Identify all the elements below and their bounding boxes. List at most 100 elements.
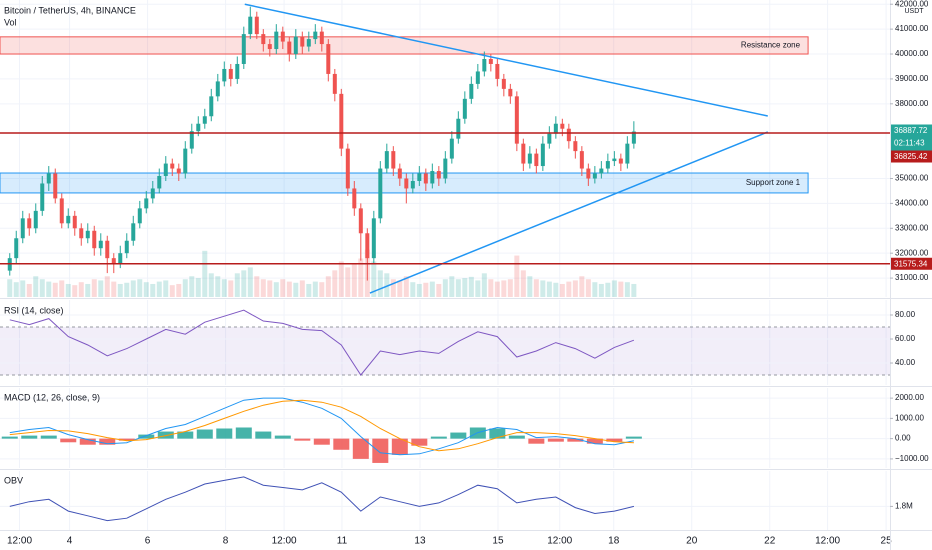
volume-bar bbox=[429, 281, 435, 297]
volume-bar bbox=[338, 261, 344, 297]
currency-label: USDT bbox=[904, 8, 924, 15]
volume-bar bbox=[20, 280, 26, 297]
candle-body bbox=[157, 176, 162, 189]
volume-bar bbox=[195, 278, 201, 297]
histogram-bar bbox=[196, 429, 213, 439]
volume-bar bbox=[267, 280, 273, 297]
candle-body bbox=[287, 41, 292, 55]
candle-body bbox=[352, 188, 357, 209]
volume-bar bbox=[598, 283, 604, 297]
histogram-bar bbox=[352, 438, 369, 459]
candle-body bbox=[508, 88, 513, 97]
x-tick-label: 12:00 bbox=[7, 536, 32, 547]
y-tick-label: 2000.00 bbox=[895, 393, 924, 402]
macd-line bbox=[9, 397, 635, 456]
volume-bar bbox=[33, 276, 39, 297]
candle-body bbox=[46, 173, 51, 184]
volume-bar bbox=[137, 279, 143, 297]
candle-body bbox=[280, 31, 285, 42]
histogram-bar bbox=[60, 438, 77, 443]
histogram-bar bbox=[430, 436, 447, 439]
volume-bar bbox=[221, 279, 227, 297]
candle-body bbox=[92, 230, 97, 249]
volume-bar bbox=[176, 283, 182, 297]
candle-body bbox=[443, 158, 448, 179]
histogram-bar bbox=[216, 428, 233, 439]
histogram-bar bbox=[333, 438, 350, 450]
candle-body bbox=[397, 168, 402, 179]
volume-bar bbox=[390, 279, 396, 297]
y-tick-label: 1000.00 bbox=[895, 413, 924, 422]
candle-body bbox=[215, 81, 220, 97]
volume-bar bbox=[208, 273, 214, 297]
volume-bar bbox=[91, 279, 97, 297]
volume-bar bbox=[384, 273, 390, 297]
volume-bar bbox=[234, 273, 240, 297]
candle-body bbox=[53, 173, 58, 199]
x-tick-label: 12:00 bbox=[547, 536, 572, 547]
volume-bar bbox=[449, 276, 455, 297]
volume-bar bbox=[351, 264, 357, 297]
x-tick-label: 4 bbox=[67, 536, 73, 547]
histogram-bar bbox=[21, 435, 38, 439]
candle-body bbox=[66, 215, 71, 224]
histogram-bar bbox=[294, 438, 311, 441]
volume-bar bbox=[247, 267, 253, 297]
signal-line bbox=[9, 399, 634, 452]
candle-body bbox=[332, 73, 337, 94]
x-tick-label: 12:00 bbox=[272, 536, 297, 547]
volume-bar bbox=[553, 282, 559, 297]
volume-bar bbox=[579, 276, 585, 297]
volume-bar bbox=[241, 270, 247, 297]
histogram-bar bbox=[567, 438, 584, 442]
y-tick-label: 32000.00 bbox=[895, 248, 929, 257]
candle-body bbox=[183, 148, 188, 174]
candle-body bbox=[469, 83, 474, 99]
x-tick-label: 22 bbox=[764, 536, 776, 547]
candle-body bbox=[14, 238, 19, 259]
histogram-bar bbox=[1, 436, 18, 439]
candle-body bbox=[33, 210, 38, 229]
volume-bar bbox=[533, 279, 539, 297]
histogram-bar bbox=[411, 438, 428, 446]
candle-body bbox=[274, 31, 279, 50]
volume-bar bbox=[468, 276, 474, 297]
volume-bar bbox=[332, 270, 338, 297]
volume-bar bbox=[611, 280, 617, 297]
volume-bar bbox=[52, 282, 58, 297]
candle-body bbox=[209, 96, 214, 117]
candle-body bbox=[306, 39, 311, 47]
candle-body bbox=[540, 143, 545, 167]
pane-title: MACD (12, 26, close, 9) bbox=[4, 392, 100, 402]
volume-bar bbox=[169, 285, 175, 297]
volume-bar bbox=[312, 281, 318, 297]
candle-body bbox=[72, 215, 77, 229]
volume-bar bbox=[520, 270, 526, 297]
y-tick-label: 41000.00 bbox=[895, 24, 929, 33]
volume-bar bbox=[403, 276, 409, 297]
volume-bar bbox=[13, 282, 19, 297]
candle-body bbox=[560, 123, 565, 129]
candle-body bbox=[222, 68, 227, 82]
candle-body bbox=[573, 141, 578, 152]
level-label: 31575.34 bbox=[894, 259, 928, 268]
volume-bar bbox=[182, 279, 188, 297]
candle-body bbox=[319, 31, 324, 45]
volume-bar bbox=[514, 255, 520, 297]
histogram-bar bbox=[547, 438, 564, 442]
candle-body bbox=[605, 161, 610, 169]
candle-body bbox=[118, 253, 123, 264]
candle-body bbox=[358, 208, 363, 234]
volume-bar bbox=[280, 279, 286, 297]
y-tick-label: 80.00 bbox=[895, 310, 916, 319]
histogram-bar bbox=[450, 432, 467, 439]
candle-body bbox=[40, 183, 45, 211]
volume-bar bbox=[273, 282, 279, 297]
volume-bar bbox=[143, 282, 149, 297]
y-tick-label: 31000.00 bbox=[895, 273, 929, 282]
volume-bar bbox=[494, 281, 500, 297]
volume-bar bbox=[130, 280, 136, 297]
histogram-bar bbox=[40, 435, 57, 439]
volume-bar bbox=[254, 276, 260, 297]
